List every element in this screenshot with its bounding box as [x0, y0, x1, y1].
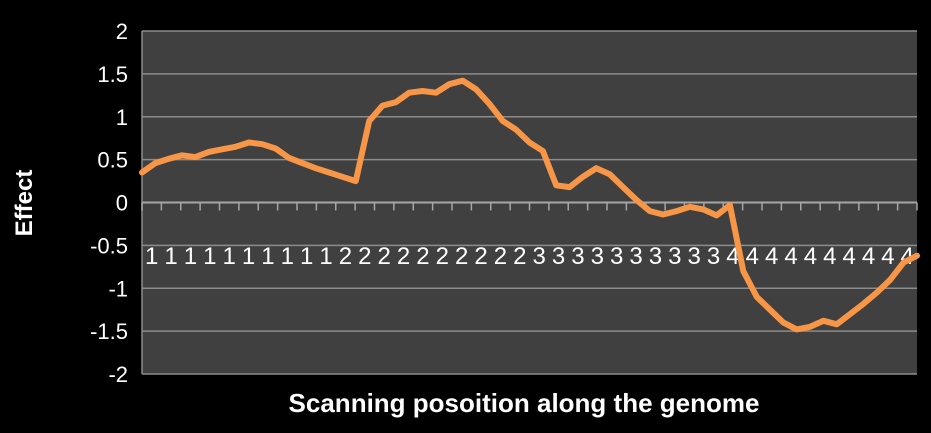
x-category-label: 2 — [474, 243, 487, 270]
x-category-label: 1 — [261, 243, 274, 270]
y-tick-label: -1.5 — [90, 319, 128, 344]
x-category-label: 2 — [494, 243, 507, 270]
x-category-label: 1 — [281, 243, 294, 270]
x-category-label: 4 — [862, 243, 875, 270]
x-category-label: 3 — [668, 243, 681, 270]
series-line — [139, 77, 920, 333]
x-category-label: 4 — [881, 243, 894, 270]
x-category-label: 3 — [610, 243, 623, 270]
x-category-label: 4 — [843, 243, 856, 270]
y-tick-label: -1 — [108, 276, 128, 301]
x-category-label: 1 — [319, 243, 332, 270]
x-category-label: 2 — [436, 243, 449, 270]
x-category-label: 4 — [784, 243, 797, 270]
x-category-label: 3 — [688, 243, 701, 270]
x-category-label: 2 — [378, 243, 391, 270]
y-tick-label: 0 — [116, 191, 128, 216]
x-category-label: 3 — [649, 243, 662, 270]
x-category-label: 1 — [145, 243, 158, 270]
y-tick-label: -2 — [108, 362, 128, 387]
x-category-label: 4 — [804, 243, 817, 270]
x-category-label: 1 — [164, 243, 177, 270]
x-category-label: 3 — [591, 243, 604, 270]
x-category-label: 3 — [571, 243, 584, 270]
y-tick-label: 2 — [116, 19, 128, 44]
x-category-label: 2 — [513, 243, 526, 270]
series-layer — [139, 77, 920, 333]
x-category-label: 1 — [184, 243, 197, 270]
x-category-label: 4 — [765, 243, 778, 270]
x-category-label: 4 — [746, 243, 759, 270]
y-tick-labels: 2 1.5 1 0.5 0 -0.5 -1 -1.5 -2 — [90, 19, 128, 387]
x-category-label: 2 — [397, 243, 410, 270]
y-tick-label: 1.5 — [97, 62, 128, 87]
y-tick-label: 1 — [116, 105, 128, 130]
x-axis-title: Scanning posoition along the genome — [289, 388, 760, 418]
x-category-label: 3 — [533, 243, 546, 270]
y-axis-title: Effect — [11, 170, 38, 237]
x-category-label: 4 — [823, 243, 836, 270]
x-category-label: 2 — [416, 243, 429, 270]
x-category-label: 1 — [242, 243, 255, 270]
x-category-label: 3 — [707, 243, 720, 270]
y-tick-label: -0.5 — [90, 233, 128, 258]
x-category-label: 3 — [552, 243, 565, 270]
x-axis — [141, 201, 918, 211]
y-tick-label: 0.5 — [97, 148, 128, 173]
x-category-label: 2 — [455, 243, 468, 270]
x-category-label: 2 — [358, 243, 371, 270]
x-category-label: 2 — [339, 243, 352, 270]
x-category-label: 1 — [300, 243, 313, 270]
x-category-label: 3 — [629, 243, 642, 270]
x-category-label: 1 — [203, 243, 216, 270]
x-category-label: 1 — [223, 243, 236, 270]
